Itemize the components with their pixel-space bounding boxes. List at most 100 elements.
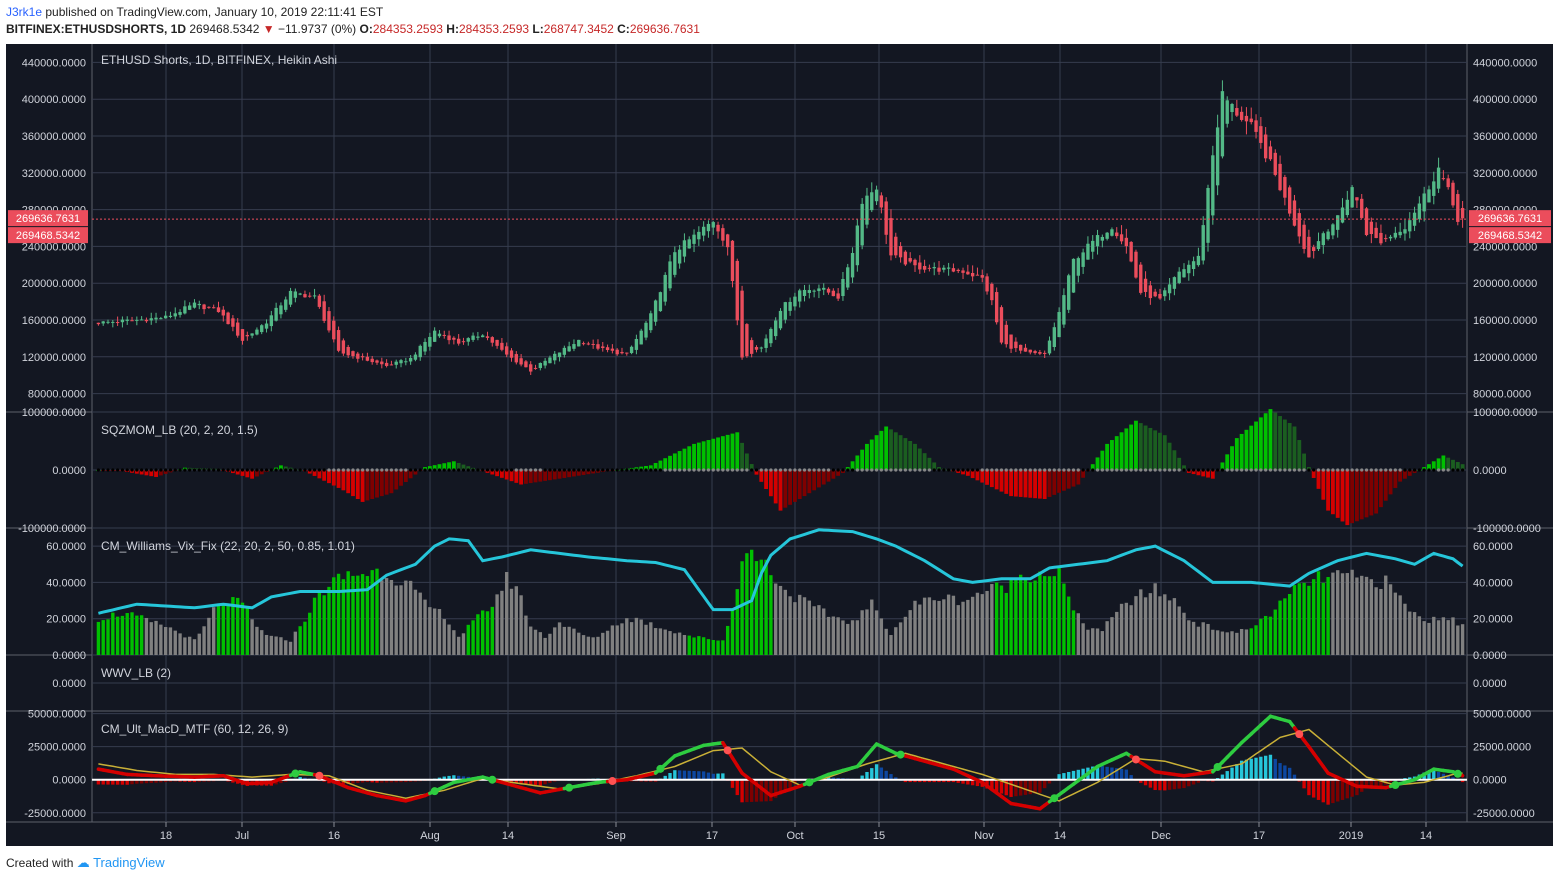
- candle-body: [898, 246, 903, 258]
- candle-body: [360, 356, 365, 358]
- momentum-bar: [788, 470, 793, 505]
- vix-bar: [543, 637, 547, 655]
- squeeze-dot: [250, 468, 254, 472]
- vix-bar: [908, 610, 912, 655]
- momentum-bar: [144, 470, 149, 476]
- vix-bar: [870, 599, 874, 655]
- vix-bar: [327, 586, 331, 655]
- x-tick-label: 18: [160, 830, 172, 842]
- momentum-bar: [1196, 470, 1201, 476]
- vix-bar: [481, 610, 485, 655]
- vix-bar: [216, 603, 221, 655]
- squeeze-dot: [1273, 468, 1277, 472]
- vix-bar: [1134, 596, 1138, 655]
- candle-body: [822, 287, 826, 290]
- squeeze-dot: [1158, 468, 1162, 472]
- macd-histogram-bar: [1100, 766, 1105, 780]
- author-link[interactable]: J3rk1e: [6, 5, 43, 19]
- vix-bar: [1263, 615, 1268, 655]
- squeeze-dot: [687, 468, 691, 472]
- tradingview-logo-icon[interactable]: ☁: [76, 855, 90, 870]
- momentum-bar: [884, 426, 889, 470]
- candle-body: [577, 339, 581, 347]
- macd-histogram-bar: [380, 779, 384, 783]
- candle-body: [1446, 178, 1450, 188]
- macd-histogram-bar: [231, 779, 235, 783]
- macd-histogram-bar: [533, 779, 538, 786]
- vix-bar: [620, 623, 624, 655]
- squeeze-dot: [1143, 468, 1148, 472]
- squeeze-dot: [1283, 468, 1287, 472]
- candle-body: [365, 356, 370, 361]
- momentum-bar: [572, 470, 576, 477]
- vix-bar: [831, 616, 836, 655]
- vix-bar: [413, 589, 418, 655]
- vix-bar: [360, 574, 365, 655]
- squeeze-dot: [644, 468, 648, 472]
- macd-histogram-bar: [922, 779, 927, 783]
- momentum-bar: [1057, 470, 1062, 493]
- y-tick-label-left: 50000.0000: [28, 709, 86, 721]
- vix-bar: [879, 618, 884, 655]
- candle-body: [1225, 100, 1229, 124]
- macd-histogram-bar: [1316, 779, 1321, 800]
- candle-body: [408, 357, 413, 362]
- squeeze-dot: [1091, 468, 1095, 472]
- candle-body: [1422, 193, 1426, 212]
- candle-body: [1023, 347, 1028, 352]
- x-tick-label: Dec: [1151, 830, 1171, 842]
- vix-bar: [245, 608, 249, 655]
- candle-body: [428, 336, 432, 347]
- squeeze-dot: [317, 468, 321, 472]
- vix-bar: [687, 635, 691, 655]
- vix-bar: [1345, 573, 1349, 655]
- candle-body: [668, 261, 672, 289]
- candle-body: [663, 274, 667, 302]
- macd-histogram-bar: [1451, 777, 1455, 780]
- momentum-bar: [672, 453, 677, 470]
- vix-bar: [1182, 612, 1186, 655]
- vix-bar: [341, 579, 346, 655]
- squeeze-dot: [1427, 468, 1431, 472]
- vix-bar: [538, 632, 543, 655]
- candle-body: [629, 346, 634, 354]
- candle-body: [1393, 232, 1398, 238]
- vix-bar: [135, 615, 139, 655]
- tradingview-brand[interactable]: TradingView: [93, 855, 165, 870]
- vix-bar: [1244, 629, 1249, 655]
- candle-body: [1427, 189, 1431, 203]
- vix-bar: [1436, 620, 1441, 655]
- macd-histogram-bar: [913, 779, 917, 783]
- macd-histogram-bar: [1278, 763, 1282, 780]
- candle-body: [1215, 127, 1220, 186]
- momentum-bar: [716, 437, 720, 470]
- squeeze-dot: [1081, 468, 1085, 472]
- momentum-bar: [1095, 457, 1100, 470]
- candle-body: [841, 279, 845, 297]
- momentum-bar: [1431, 461, 1436, 470]
- squeeze-dot: [961, 468, 965, 472]
- momentum-bar: [778, 470, 783, 511]
- candle-body: [788, 301, 792, 311]
- squeeze-dot: [336, 468, 341, 472]
- candle-body: [778, 310, 783, 329]
- squeeze-dot: [308, 468, 312, 472]
- momentum-bar: [1182, 465, 1186, 470]
- macd-histogram-bar: [1091, 766, 1095, 780]
- chart-canvas[interactable]: 18 Jul 16 Aug 14 Sep 17 Oct 15 Nov 14 Dec 17 2019 14 80…: [6, 44, 1553, 846]
- macd-histogram-bar: [673, 770, 677, 780]
- momentum-bar: [576, 470, 581, 476]
- momentum-bar: [307, 470, 312, 474]
- y-tick-label-left: 40.0000: [46, 577, 86, 589]
- momentum-bar: [1119, 432, 1124, 470]
- candle-body: [1129, 241, 1133, 262]
- momentum-bar: [408, 470, 413, 479]
- candle-body: [1451, 182, 1455, 206]
- candle-body: [1177, 271, 1181, 283]
- momentum-bar: [509, 470, 514, 482]
- candle-body: [1460, 207, 1465, 219]
- momentum-bar: [1071, 470, 1076, 487]
- macd-histogram-bar: [1225, 771, 1229, 780]
- momentum-bar: [1220, 462, 1225, 470]
- macd-cross-marker: [430, 787, 439, 796]
